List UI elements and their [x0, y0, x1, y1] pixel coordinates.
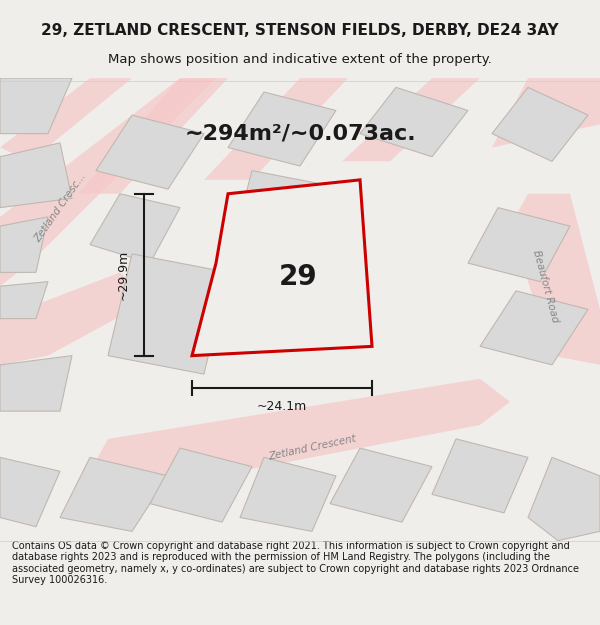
Polygon shape: [90, 379, 510, 494]
Polygon shape: [0, 356, 72, 411]
Polygon shape: [240, 458, 336, 531]
Polygon shape: [0, 78, 132, 161]
Polygon shape: [78, 78, 228, 194]
Polygon shape: [468, 208, 570, 282]
Text: ~294m²/~0.073ac.: ~294m²/~0.073ac.: [184, 124, 416, 144]
Polygon shape: [492, 88, 588, 161]
Polygon shape: [0, 78, 216, 286]
Text: Map shows position and indicative extent of the property.: Map shows position and indicative extent…: [108, 52, 492, 66]
Polygon shape: [108, 254, 228, 374]
Polygon shape: [528, 458, 600, 541]
Polygon shape: [0, 282, 48, 319]
Polygon shape: [342, 78, 480, 161]
Polygon shape: [0, 78, 72, 134]
Polygon shape: [228, 92, 336, 166]
Polygon shape: [360, 88, 468, 157]
Polygon shape: [96, 115, 204, 189]
Polygon shape: [0, 217, 48, 272]
Polygon shape: [90, 194, 180, 263]
Polygon shape: [0, 458, 60, 527]
Text: Contains OS data © Crown copyright and database right 2021. This information is : Contains OS data © Crown copyright and d…: [12, 541, 579, 586]
Polygon shape: [192, 180, 372, 356]
Polygon shape: [510, 194, 600, 365]
Polygon shape: [432, 439, 528, 513]
Polygon shape: [330, 448, 432, 522]
Polygon shape: [480, 291, 588, 365]
Polygon shape: [150, 448, 252, 522]
Polygon shape: [492, 78, 600, 148]
Text: Beaufort Road: Beaufort Road: [532, 249, 560, 324]
Polygon shape: [228, 171, 348, 282]
Text: Zetland Crescent: Zetland Crescent: [267, 434, 357, 462]
Text: 29: 29: [278, 263, 317, 291]
Text: ~29.9m: ~29.9m: [116, 249, 130, 300]
Polygon shape: [0, 272, 150, 365]
Polygon shape: [204, 78, 348, 180]
Text: Zetland Cresc...: Zetland Cresc...: [32, 171, 88, 244]
Polygon shape: [0, 143, 72, 208]
Text: ~24.1m: ~24.1m: [257, 400, 307, 413]
Polygon shape: [60, 458, 168, 531]
Text: 29, ZETLAND CRESCENT, STENSON FIELDS, DERBY, DE24 3AY: 29, ZETLAND CRESCENT, STENSON FIELDS, DE…: [41, 22, 559, 38]
